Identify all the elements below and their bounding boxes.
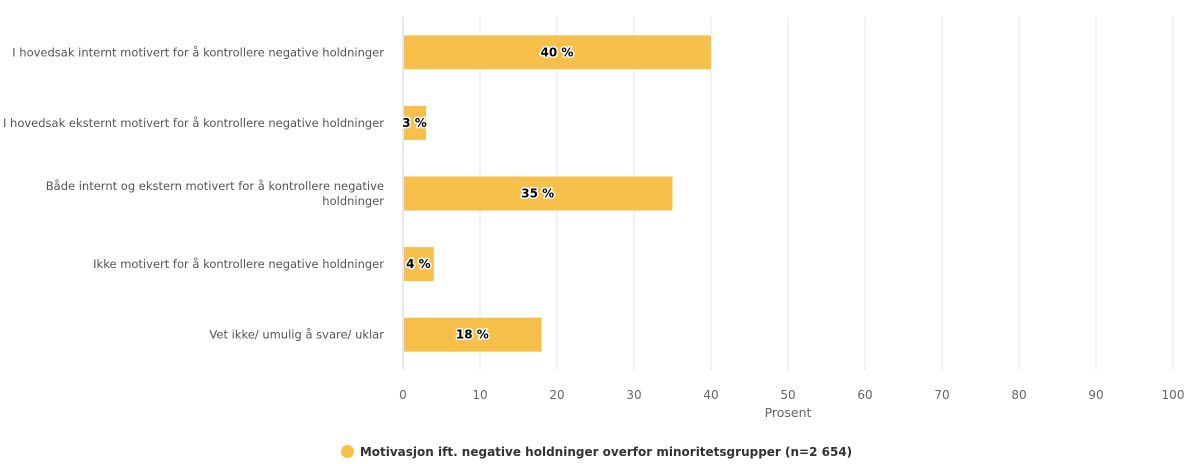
category-label: Både internt og ekstern motivert for å k…: [46, 179, 384, 208]
x-tick-label: 20: [549, 388, 564, 402]
x-tick-label: 0: [399, 388, 407, 402]
data-label: 4 %: [406, 257, 431, 271]
bar[interactable]: [404, 176, 673, 211]
bar[interactable]: [404, 317, 542, 352]
bar[interactable]: [404, 105, 427, 140]
data-labels: 40 % 3 % 35 % 4 % 18 %: [401, 44, 575, 343]
x-tick-label: 100: [1162, 388, 1185, 402]
x-tick-label: 40: [703, 388, 718, 402]
category-label: Ikke motivert for å kontrollere negative…: [93, 257, 384, 271]
gridlines: [402, 17, 1174, 370]
x-tick-label: 10: [472, 388, 487, 402]
category-labels: I hovedsak internt motivert for å kontro…: [3, 45, 384, 341]
category-label: I hovedsak eksternt motivert for å kontr…: [3, 116, 384, 130]
category-label: Vet ikke/ umulig å svare/ uklar: [209, 328, 384, 342]
data-label: 35 %: [521, 187, 554, 201]
bar[interactable]: [404, 35, 711, 70]
data-label: 3 %: [402, 116, 427, 130]
legend[interactable]: Motivasjon ift. negative holdninger over…: [0, 445, 1193, 459]
bar[interactable]: [404, 247, 434, 282]
x-tick-labels: 0 10 20 30 40 50 60 70 80 90 100: [399, 388, 1184, 402]
x-tick-label: 70: [934, 388, 949, 402]
category-label: I hovedsak internt motivert for å kontro…: [12, 45, 384, 59]
x-tick-label: 30: [626, 388, 641, 402]
data-label: 18 %: [456, 328, 489, 342]
x-tick-label: 60: [857, 388, 872, 402]
x-axis-title: Prosent: [765, 405, 812, 420]
x-tick-label: 80: [1011, 388, 1026, 402]
legend-label: Motivasjon ift. negative holdninger over…: [359, 445, 853, 459]
bar-chart: I hovedsak internt motivert for å kontro…: [3, 17, 1184, 420]
x-tick-label: 50: [780, 388, 795, 402]
legend-marker-icon: [340, 445, 354, 458]
x-tick-label: 90: [1088, 388, 1103, 402]
bars: [404, 35, 711, 352]
data-label: 40 %: [541, 45, 574, 59]
